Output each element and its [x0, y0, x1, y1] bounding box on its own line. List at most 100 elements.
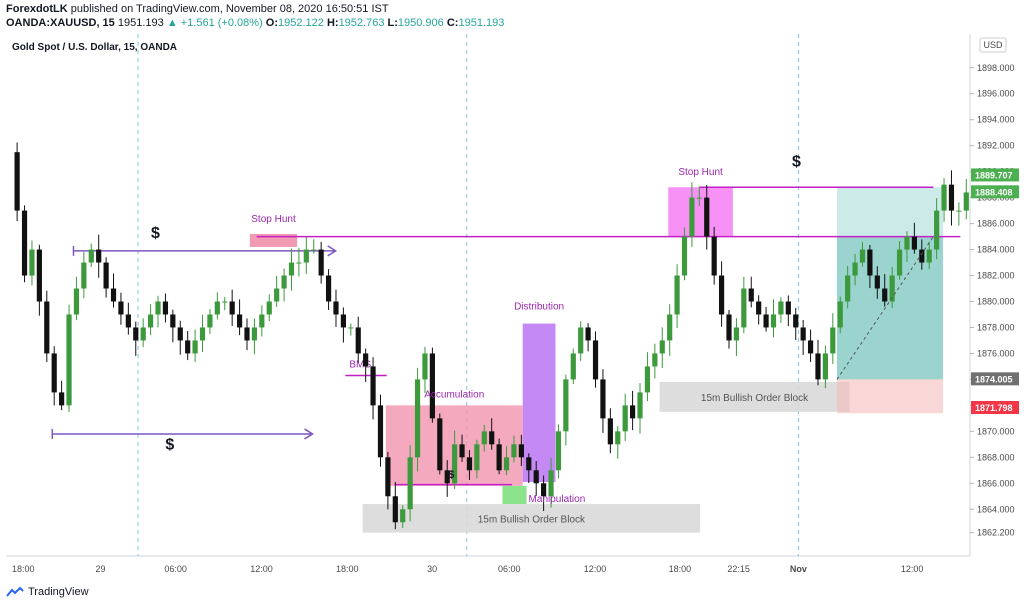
y-tick-label-1: 1896.000: [977, 89, 1015, 99]
candle-body: [570, 353, 576, 380]
zone-purple-1[interactable]: [522, 323, 556, 482]
x-tick-label-0: 18:00: [12, 564, 35, 574]
candle-body: [118, 301, 124, 315]
candle-body: [696, 197, 702, 199]
candle-body: [66, 314, 72, 406]
candle-body: [496, 444, 502, 471]
price-label-3: 1871.798: [975, 403, 1013, 413]
low-label: L:: [387, 17, 398, 29]
arrow-head-1: [304, 428, 314, 440]
candle-body: [681, 236, 688, 276]
candle-body: [615, 431, 621, 445]
author-name[interactable]: ForexdotLK: [6, 3, 68, 15]
candle-body: [652, 353, 658, 367]
candle-body: [437, 418, 443, 471]
candle-body: [444, 470, 450, 484]
candle-body: [830, 327, 836, 354]
price-label-1: 1888.408: [975, 187, 1013, 197]
publish-header: ForexdotLK published on TradingView.com,…: [6, 2, 389, 16]
zone-label-2: Stop Hunt: [678, 167, 723, 178]
y-tick-label-14: 1870.000: [977, 426, 1015, 436]
candle-body: [659, 340, 665, 354]
currency-button-label: USD: [983, 40, 1003, 50]
candle-body: [162, 301, 169, 315]
high-value: 1952.763: [338, 17, 385, 29]
candle-body: [251, 327, 258, 341]
x-tick-label-8: 18:00: [669, 564, 692, 574]
y-tick-label-2: 1894.000: [977, 115, 1015, 125]
candle-body: [748, 288, 754, 302]
candle-body: [600, 379, 606, 419]
candle-body: [481, 431, 487, 445]
candle-body: [778, 301, 784, 315]
candle-body: [733, 327, 740, 341]
candle-body: [155, 301, 161, 315]
candle-body: [348, 327, 354, 329]
candle-body: [526, 457, 532, 471]
candle-body: [474, 444, 480, 471]
candle-body: [59, 392, 65, 406]
zone-label-1: Distribution: [514, 302, 564, 313]
y-tick-label-8: 1882.000: [977, 271, 1015, 281]
zone-grey-6[interactable]: [659, 382, 850, 412]
candle-body: [140, 327, 146, 341]
candle-body: [407, 457, 413, 510]
candle-body: [919, 249, 925, 263]
open-value: 1952.122: [278, 17, 324, 29]
zone-label-6: 15m Bullish Order Block: [701, 393, 809, 404]
price-label-bg-2: [971, 372, 1019, 386]
zone-green-4[interactable]: [502, 485, 527, 505]
zone-grey-5[interactable]: [362, 504, 701, 533]
candle-body: [422, 353, 428, 380]
candle-body: [125, 314, 131, 328]
candle-body: [874, 275, 880, 289]
trade-path-line: [836, 236, 934, 380]
price-label-0: 1889.707: [975, 170, 1013, 180]
candle-body: [110, 288, 117, 302]
candle-body: [340, 314, 346, 328]
zone-label-4: Manipulation: [529, 494, 586, 505]
candle-body: [392, 496, 398, 523]
candle-body: [466, 457, 473, 471]
candle-body: [370, 366, 376, 406]
close-label: C:: [446, 17, 459, 29]
currency-button[interactable]: [979, 37, 1007, 53]
candle-body: [229, 301, 235, 315]
footer-branding: TradingView: [6, 586, 89, 598]
brand-name[interactable]: TradingView: [28, 586, 89, 598]
candle-body: [704, 197, 710, 237]
candle-body: [852, 262, 858, 276]
candle-body: [867, 249, 873, 276]
dollar-label-0: $: [151, 225, 160, 242]
candle-body: [948, 184, 955, 211]
candle-body: [44, 301, 50, 354]
candle-body: [207, 314, 213, 328]
price-label-bg-0: [971, 168, 1019, 182]
candle-body: [36, 249, 42, 302]
candle-body: [896, 249, 903, 276]
candle-body: [29, 249, 35, 276]
price-label-bg-1: [971, 185, 1019, 199]
candle-body: [489, 431, 495, 445]
candle-body: [518, 444, 524, 458]
publish-text: published on TradingView.com, November 0…: [70, 3, 389, 15]
candle-body: [281, 275, 287, 289]
zone-stop-8[interactable]: [836, 379, 944, 414]
candle-body: [815, 353, 821, 380]
candle-body: [644, 366, 651, 393]
candle-body: [941, 184, 947, 211]
zone-label-0: Accumulation: [424, 389, 484, 400]
candle-body: [889, 275, 895, 302]
candle-body: [81, 262, 87, 289]
candle-body: [414, 379, 421, 458]
candle-body: [103, 262, 109, 289]
x-tick-label-9: 22:15: [727, 564, 750, 574]
zone-magenta-2[interactable]: [668, 187, 733, 237]
candle-body: [859, 249, 866, 263]
last-price: 1951.193: [117, 17, 164, 29]
candle-body: [133, 327, 139, 341]
ohlc-header: OANDA:XAUUSD, 15 1951.193 ▲ +1.561 (+0.0…: [6, 16, 504, 30]
zone-label-3: Stop Hunt: [251, 214, 296, 225]
candle-body: [452, 444, 458, 484]
